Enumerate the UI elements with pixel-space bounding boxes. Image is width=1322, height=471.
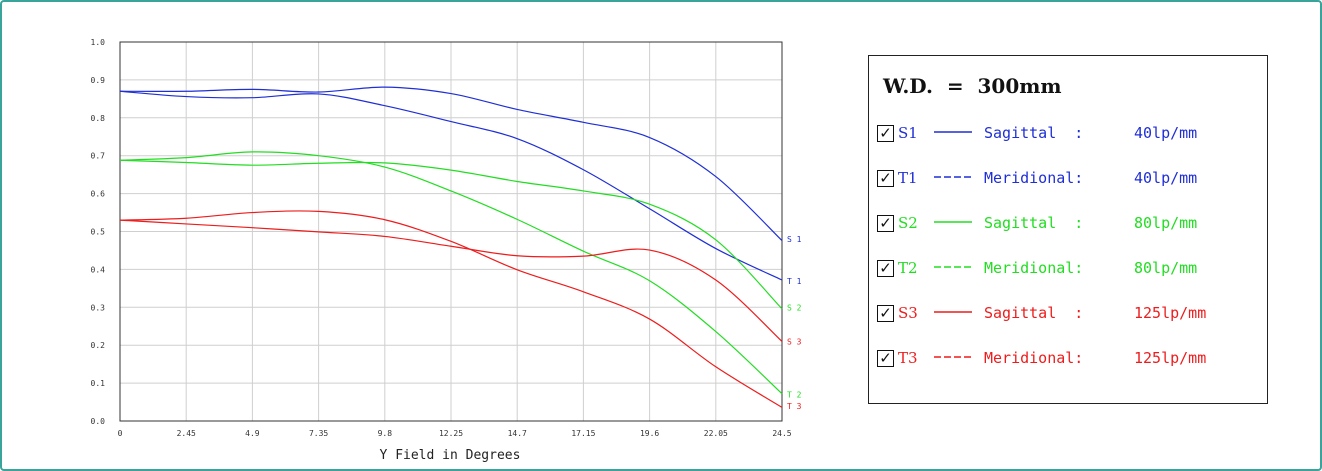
legend-line-swatch: [934, 266, 972, 268]
x-tick-label: 19.6: [640, 429, 659, 438]
legend-item-description: Meridional:: [984, 259, 1084, 277]
legend-item-frequency: 125lp/mm: [1134, 304, 1207, 322]
checkbox-checked-icon[interactable]: ✓: [877, 169, 894, 187]
chart-labels: 0 2.45 4.9 7.35 9.8 12.25 14.7 17.15 19.6 22.05 24…: [91, 38, 802, 438]
series-line-s2: [119, 159, 783, 310]
legend-item-t1: ✓ T1 Meridional: 40lp/mm: [877, 164, 1197, 192]
legend-line-swatch: [934, 176, 972, 178]
legend-item-frequency: 125lp/mm: [1134, 349, 1207, 367]
legend: W.D. = 300mm ✓ S1 Sagittal :40lp/mm ✓ T1 Meri…: [868, 55, 1268, 404]
chart-series: [119, 86, 783, 408]
legend-line-swatch: [934, 221, 972, 223]
legend-item-frequency: 80lp/mm: [1134, 214, 1198, 232]
legend-item-s3: ✓ S3 Sagittal : 125lp/mm: [877, 299, 1206, 327]
chart-axes: [119, 41, 783, 422]
y-tick-label: 0.5: [91, 228, 106, 237]
series-line-s3: [119, 219, 783, 342]
legend-item-id: T3: [898, 349, 918, 367]
x-tick-label: 17.15: [571, 429, 595, 438]
y-tick-label: 1.0: [91, 38, 106, 47]
legend-item-frequency: 80lp/mm: [1134, 259, 1198, 277]
legend-item-description: Meridional:: [984, 349, 1084, 367]
curve-end-label: S 2: [787, 303, 802, 312]
legend-item-description: Sagittal :: [984, 214, 1084, 232]
curve-end-label: T 3: [787, 402, 802, 411]
legend-item-t3: ✓ T3 Meridional: 125lp/mm: [877, 344, 1206, 372]
checkbox-checked-icon[interactable]: ✓: [877, 124, 894, 142]
series-line-t1: [119, 90, 783, 281]
y-tick-label: 0.8: [91, 114, 106, 123]
legend-item-description: Sagittal :: [984, 304, 1084, 322]
series-line-t3: [119, 210, 783, 408]
y-tick-label: 0.2: [91, 341, 106, 350]
curve-end-label: T 1: [787, 277, 802, 286]
plot-frame: [119, 41, 783, 422]
x-tick-label: 24.5: [772, 429, 791, 438]
legend-title: W.D. = 300mm: [883, 74, 1062, 98]
x-tick-label: 14.7: [508, 429, 527, 438]
legend-item-frequency: 40lp/mm: [1134, 124, 1198, 142]
series-line-s1: [119, 86, 783, 242]
checkbox-checked-icon[interactable]: ✓: [877, 304, 894, 322]
legend-item-id: T1: [898, 169, 918, 187]
legend-line-swatch: [934, 131, 972, 133]
legend-item-frequency: 40lp/mm: [1134, 169, 1198, 187]
legend-item-id: S1: [898, 124, 918, 142]
x-tick-label: 12.25: [439, 429, 463, 438]
chart-grid: [120, 42, 782, 421]
series-line-t2: [119, 151, 783, 395]
y-tick-label: 0.0: [91, 417, 106, 426]
x-tick-label: 2.45: [177, 429, 196, 438]
legend-item-id: S2: [898, 214, 918, 232]
legend-item-description: Sagittal :: [984, 124, 1084, 142]
x-tick-label: 0: [118, 429, 123, 438]
x-tick-label: 22.05: [704, 429, 728, 438]
curve-end-label: S 1: [787, 235, 802, 244]
curve-end-label: T 2: [787, 390, 802, 399]
curve-end-label: S 3: [787, 337, 802, 346]
legend-line-swatch: [934, 311, 972, 313]
checkbox-checked-icon[interactable]: ✓: [877, 214, 894, 232]
x-axis-label: Y Field in Degrees: [380, 448, 521, 463]
x-tick-label: 9.8: [378, 429, 393, 438]
y-tick-label: 0.4: [91, 265, 106, 274]
legend-item-id: S3: [898, 304, 918, 322]
y-tick-label: 0.9: [91, 76, 106, 85]
legend-item-t2: ✓ T2 Meridional: 80lp/mm: [877, 254, 1197, 282]
legend-item-description: Meridional:: [984, 169, 1084, 187]
checkbox-checked-icon[interactable]: ✓: [877, 349, 894, 367]
y-tick-label: 0.1: [91, 379, 106, 388]
legend-line-swatch: [934, 356, 972, 358]
y-tick-label: 0.7: [91, 152, 106, 161]
x-tick-label: 4.9: [245, 429, 260, 438]
y-tick-label: 0.6: [91, 190, 106, 199]
checkbox-checked-icon[interactable]: ✓: [877, 259, 894, 277]
legend-item-id: T2: [898, 259, 918, 277]
legend-item-s2: ✓ S2 Sagittal : 80lp/mm: [877, 209, 1197, 237]
y-tick-label: 0.3: [91, 303, 106, 312]
legend-item-s1: ✓ S1 Sagittal : 40lp/mm: [877, 119, 1197, 147]
x-tick-label: 7.35: [309, 429, 328, 438]
